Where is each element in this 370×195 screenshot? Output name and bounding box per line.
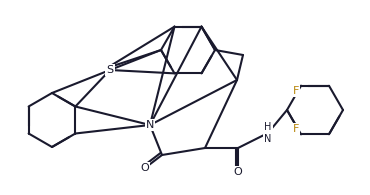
Text: H
N: H N [264,122,272,144]
Text: O: O [141,163,149,173]
Text: F: F [293,124,299,134]
Text: S: S [107,65,114,75]
Text: F: F [293,86,299,96]
Text: O: O [233,167,242,177]
Text: N: N [146,120,154,130]
